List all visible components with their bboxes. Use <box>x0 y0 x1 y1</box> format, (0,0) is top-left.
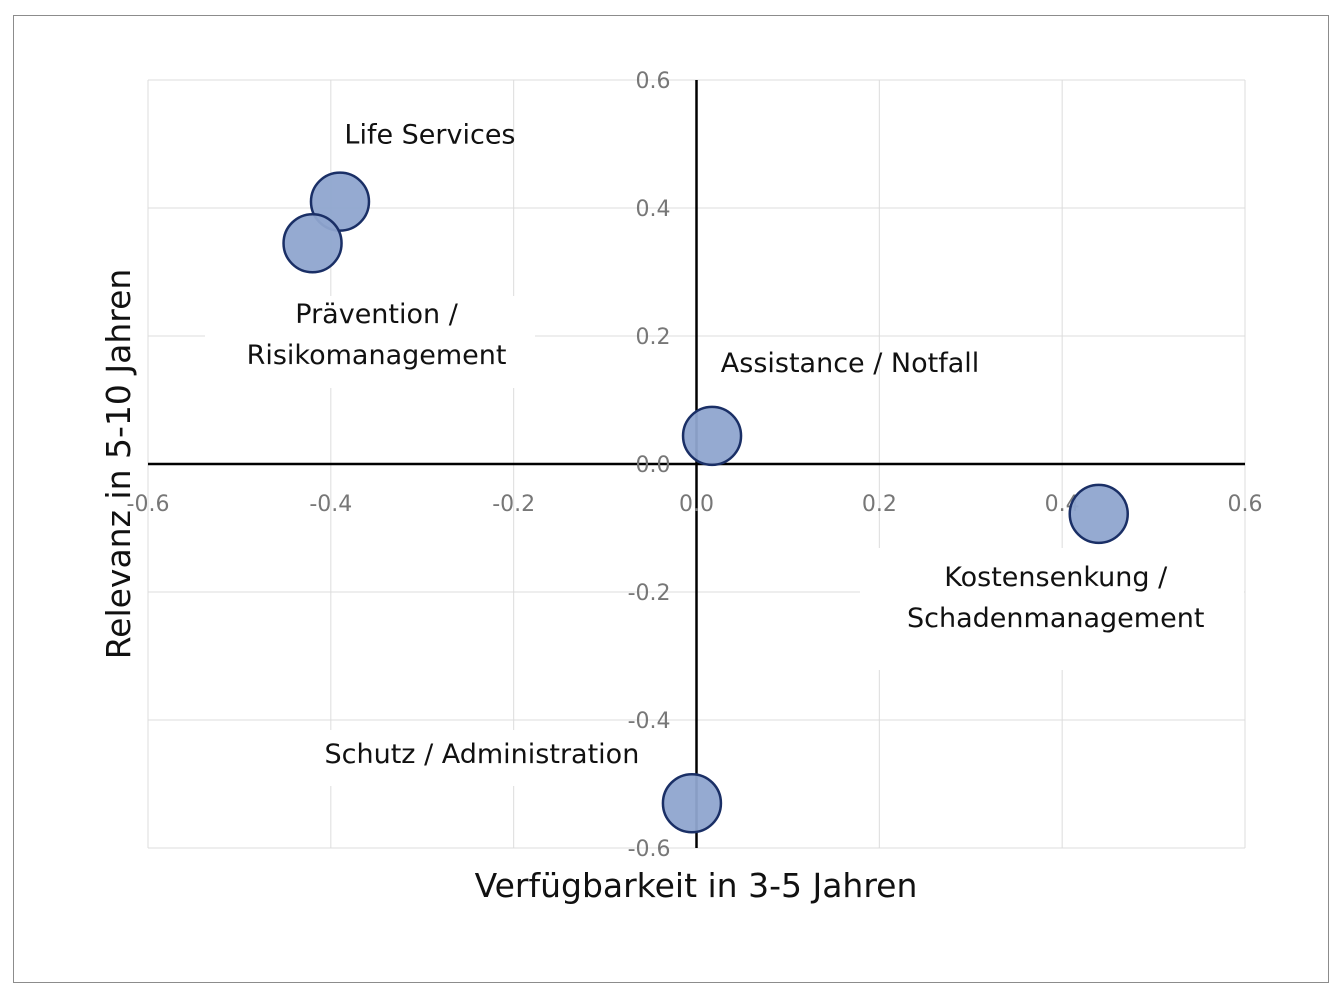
data-label: Kostensenkung / Schadenmanagement <box>907 562 1204 634</box>
data-label: Schutz / Administration <box>325 739 640 770</box>
y-tick-label: 0.2 <box>636 325 671 350</box>
label-backgrounds <box>205 296 1244 786</box>
y-axis-title: Relevanz in 5-10 Jahren <box>99 269 138 660</box>
data-point <box>681 405 743 467</box>
x-tick-label: -0.4 <box>309 492 352 517</box>
axes <box>148 80 1245 848</box>
x-tick-label: 0.2 <box>862 492 897 517</box>
label-background <box>860 548 1244 670</box>
x-axis-title: Verfügbarkeit in 3-5 Jahren <box>475 866 918 905</box>
data-point <box>661 772 723 834</box>
data-label: Assistance / Notfall <box>721 348 980 379</box>
data-label: Prävention / Risikomanagement <box>247 299 507 371</box>
x-tick-label: -0.6 <box>127 492 170 517</box>
data-points <box>282 171 1129 834</box>
y-tick-label: 0.4 <box>636 197 671 222</box>
data-point <box>1068 483 1129 545</box>
x-tick-label: 0.6 <box>1228 492 1263 517</box>
x-tick-label: 0.0 <box>679 492 714 517</box>
y-tick-label: 0.6 <box>636 69 671 94</box>
y-tick-label: -0.4 <box>628 709 671 734</box>
label-background <box>300 730 655 786</box>
data-label: Life Services <box>344 120 515 151</box>
tick-labels: -0.6 -0.4 -0.2 0.0 0.2 0.4 0.60.60.40.20.0-0.2… <box>127 69 1263 862</box>
y-tick-label: -0.2 <box>628 581 671 606</box>
y-tick-label: -0.6 <box>628 837 671 862</box>
data-labels: Life Services Prävention / Risikomanagemen… <box>247 120 1205 771</box>
data-point <box>282 212 343 274</box>
label-background <box>205 296 535 388</box>
y-tick-label: 0.0 <box>636 453 671 478</box>
x-tick-label: -0.2 <box>492 492 535 517</box>
